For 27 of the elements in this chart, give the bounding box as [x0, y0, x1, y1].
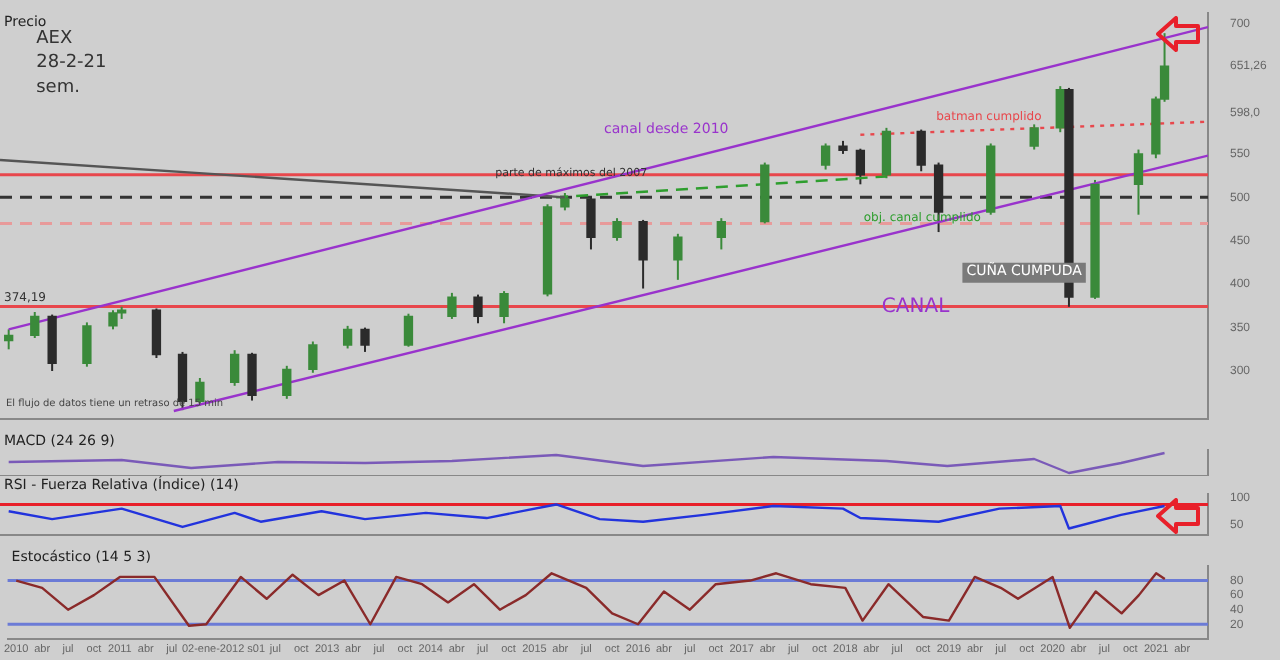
- candlestick: [716, 217, 726, 251]
- candlestick: [308, 340, 318, 374]
- candlestick: [855, 147, 866, 186]
- candlestick: [30, 310, 40, 340]
- annotation: AEX: [36, 29, 73, 50]
- candlestick: [473, 293, 483, 325]
- candlestick: [638, 218, 648, 290]
- candlestick: [360, 326, 370, 353]
- candlestick: [673, 232, 683, 281]
- annotation: sem.: [36, 77, 80, 98]
- annotation: 28-2-21: [36, 53, 107, 74]
- candlestick: [881, 126, 892, 180]
- candlestick: [612, 217, 622, 242]
- candlestick: [916, 128, 926, 173]
- candlestick: [247, 351, 257, 402]
- candlestick: [342, 324, 353, 350]
- candlestick: [1029, 123, 1039, 151]
- candlestick: [282, 364, 292, 400]
- candlestick: [403, 312, 414, 348]
- candlestick: [820, 142, 831, 171]
- candlestick: [499, 290, 509, 325]
- candlestick: [229, 349, 240, 387]
- candlestick: [108, 309, 118, 331]
- candlestick: [1133, 148, 1144, 216]
- candlestick: [82, 321, 92, 368]
- candlestick: [447, 291, 457, 320]
- candlestick: [151, 307, 162, 359]
